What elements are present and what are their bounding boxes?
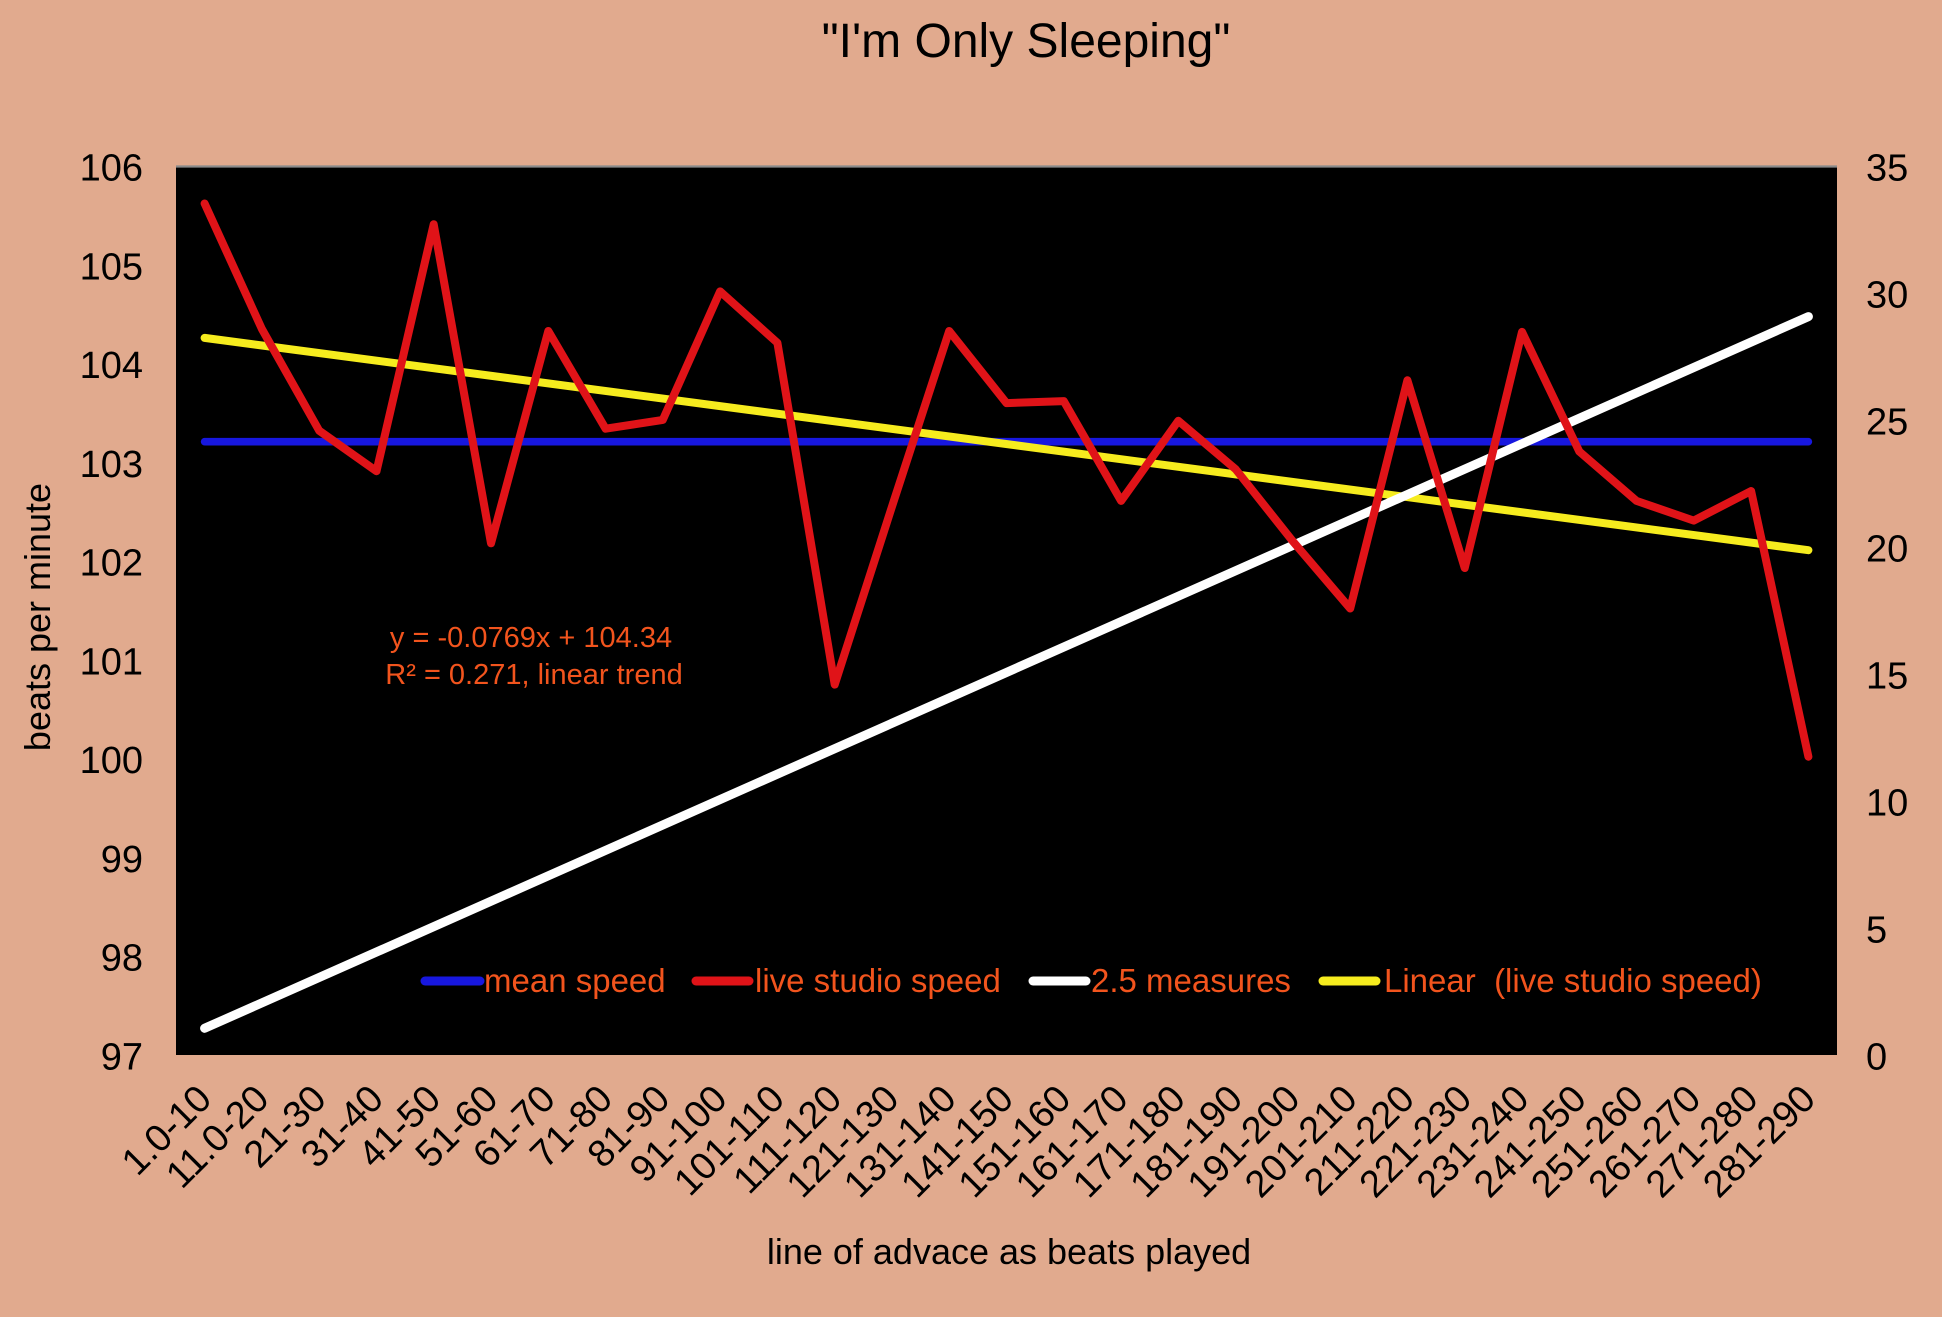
svg-text:30: 30 (1866, 275, 1908, 317)
svg-text:0: 0 (1866, 1037, 1887, 1079)
svg-text:106: 106 (80, 148, 143, 190)
svg-text:"I'm Only Sleeping": "I'm Only Sleeping" (822, 15, 1231, 68)
svg-text:100: 100 (80, 740, 143, 782)
svg-text:103: 103 (80, 444, 143, 486)
svg-text:2.5 measures: 2.5 measures (1091, 962, 1291, 999)
svg-text:20: 20 (1866, 529, 1908, 571)
svg-text:25: 25 (1866, 402, 1908, 444)
svg-text:10: 10 (1866, 783, 1908, 825)
svg-text:101: 101 (80, 641, 143, 683)
svg-text:98: 98 (101, 938, 143, 980)
svg-text:15: 15 (1866, 656, 1908, 698)
svg-text:102: 102 (80, 543, 143, 585)
svg-text:104: 104 (80, 345, 143, 387)
svg-text:105: 105 (80, 246, 143, 288)
svg-text:mean speed: mean speed (484, 962, 666, 999)
svg-text:beats per minute: beats per minute (17, 483, 58, 751)
svg-text:y = -0.0769x + 104.34: y = -0.0769x + 104.34 (390, 622, 672, 654)
svg-text:99: 99 (101, 839, 143, 881)
svg-text:line of advace as beats played: line of advace as beats played (767, 1231, 1251, 1272)
svg-text:Linear (live studio speed): Linear (live studio speed) (1384, 962, 1762, 999)
svg-text:97: 97 (101, 1037, 143, 1079)
svg-text:R² = 0.271, linear trend: R² = 0.271, linear trend (385, 659, 682, 691)
svg-text:35: 35 (1866, 148, 1908, 190)
svg-text:live studio speed: live studio speed (755, 962, 1001, 999)
svg-text:5: 5 (1866, 910, 1887, 952)
